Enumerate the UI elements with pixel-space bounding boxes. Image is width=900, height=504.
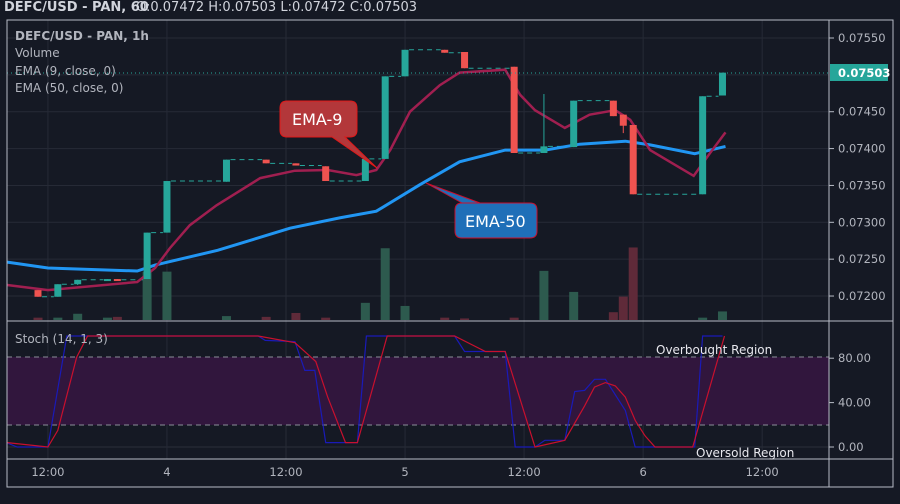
stoch-band <box>7 357 829 425</box>
time-axis[interactable]: 12:00 4 12:00 5 12:00 6 12:00 <box>31 465 778 479</box>
stoch-d-line <box>7 335 726 448</box>
volume-bar <box>112 316 122 320</box>
candles <box>34 49 726 297</box>
candle-down <box>629 124 637 195</box>
volume-bars <box>33 247 727 320</box>
volume-bar <box>73 313 83 320</box>
time-tick-label: 12:00 <box>508 465 541 479</box>
symbol-header: DEFC/USD - PAN, 60 <box>4 0 149 15</box>
volume-bar <box>321 317 331 320</box>
price-tick-label: 0.07350 <box>838 178 886 192</box>
volume-bar <box>569 291 579 320</box>
stoch-tick-label: 80.00 <box>838 351 871 365</box>
gap-dashes <box>42 49 719 298</box>
ema50-callout-label: EMA-50 <box>465 212 526 231</box>
volume-bar <box>539 270 549 320</box>
price-axis[interactable]: 0.07550 0.07450 0.07400 0.07350 0.07300 0.072… <box>829 31 886 303</box>
candle-up <box>718 72 726 96</box>
volume-bar <box>698 317 708 320</box>
price-tick-label: 0.07250 <box>838 252 886 266</box>
price-tick-label: 0.07550 <box>838 31 886 45</box>
legend-symbol: DEFC/USD - PAN, 1h <box>15 29 149 43</box>
volume-bar <box>221 316 231 320</box>
candle-up <box>143 232 151 280</box>
candle-up <box>163 181 171 233</box>
price-tick-label: 0.07200 <box>838 289 886 303</box>
candle-up <box>103 279 111 282</box>
candle-down <box>113 279 121 282</box>
volume-bar <box>717 311 727 320</box>
volume-bar <box>162 271 172 320</box>
volume-bar <box>380 248 390 320</box>
candle-down <box>510 66 518 154</box>
candle-up <box>699 96 707 195</box>
legend-ema50[interactable]: EMA (50, close, 0) <box>15 81 123 95</box>
volume-bar <box>53 317 63 320</box>
candle-down <box>322 166 330 182</box>
candle-down <box>262 159 270 164</box>
time-tick-label: 6 <box>639 465 646 479</box>
candle-down <box>292 163 300 166</box>
time-tick-label: 12:00 <box>269 465 302 479</box>
last-price-tag: 0.07503 <box>830 64 890 81</box>
candle-up <box>540 146 548 154</box>
volume-bar <box>142 271 152 320</box>
time-tick-label: 5 <box>401 465 408 479</box>
candle-up <box>54 284 62 297</box>
stoch-tick-label: 40.00 <box>838 396 871 410</box>
volume-bar <box>460 318 470 320</box>
volume-bar <box>440 317 450 320</box>
time-tick-label: 12:00 <box>746 465 779 479</box>
volume-bar <box>291 312 301 320</box>
overbought-label: Overbought Region <box>656 343 772 357</box>
candle-up <box>381 76 389 159</box>
ema50-callout: EMA-50 <box>425 182 538 239</box>
ohlc-readout: O:0.07472 H:0.07503 L:0.07472 C:0.07503 <box>136 0 417 15</box>
stoch-tick-label: 0.00 <box>838 440 864 454</box>
candle-up <box>74 279 82 285</box>
ema9-callout: EMA-9 <box>279 100 378 169</box>
volume-bar <box>33 317 43 320</box>
time-tick-label: 12:00 <box>31 465 64 479</box>
volume-bar <box>618 296 628 320</box>
volume-bar <box>628 247 638 320</box>
candle-down <box>461 52 469 69</box>
chart-frame <box>6 19 894 488</box>
ema9-callout-label: EMA-9 <box>292 110 342 129</box>
candle-down <box>619 114 627 126</box>
ema9-line <box>7 68 727 292</box>
candle-up <box>361 158 369 182</box>
candle-down <box>441 49 449 53</box>
last-price-label: 0.07503 <box>838 66 890 80</box>
candle-up <box>401 49 409 77</box>
candle-up <box>570 100 578 148</box>
legend-ema9[interactable]: EMA (9, close, 0) <box>15 64 116 78</box>
legend-stoch[interactable]: Stoch (14, 1, 3) <box>15 332 108 346</box>
oversold-label: Oversold Region <box>696 446 794 460</box>
time-tick-label: 4 <box>163 465 170 479</box>
candle-down <box>34 290 42 297</box>
price-tick-label: 0.07450 <box>838 105 886 119</box>
candle-up <box>222 159 230 182</box>
volume-bar <box>261 316 271 320</box>
volume-bar <box>400 305 410 320</box>
volume-bar <box>360 302 370 320</box>
volume-bar <box>608 312 618 320</box>
legend-volume[interactable]: Volume <box>15 46 60 60</box>
price-tick-label: 0.07400 <box>838 142 886 156</box>
volume-bar <box>102 317 112 320</box>
stoch-axis: 80.00 40.00 0.00 <box>829 351 871 454</box>
price-tick-label: 0.07300 <box>838 215 886 229</box>
candle-down <box>609 100 617 117</box>
legend: DEFC/USD - PAN, 1h Volume EMA (9, close,… <box>15 29 149 346</box>
volume-bar <box>509 317 519 320</box>
